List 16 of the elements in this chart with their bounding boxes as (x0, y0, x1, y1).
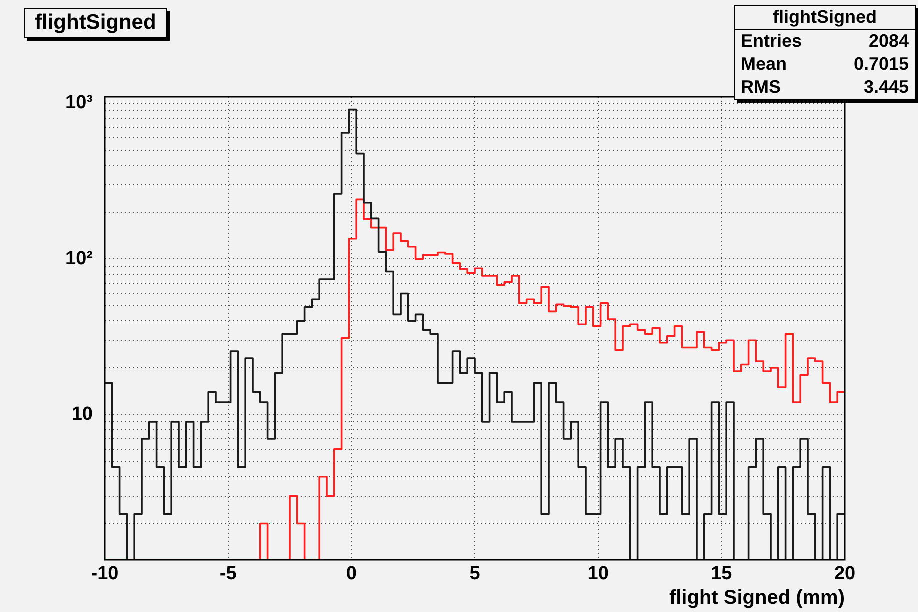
text: Entries 2084 (741, 31, 909, 51)
x-tick-label: 0 (346, 564, 357, 585)
text: flightSigned (735, 6, 915, 30)
x-tick-label: 10 (588, 564, 609, 585)
x-tick-label: 15 (711, 564, 733, 585)
y-tick-label: 10 (72, 404, 93, 426)
text: RMS 3.445 (741, 77, 909, 97)
y-tick-label: 10² (66, 248, 93, 270)
y-tick-label: 10³ (66, 92, 93, 114)
x-tick-label: -5 (220, 564, 238, 585)
chart-title: flightSigned (24, 8, 168, 38)
text: Mean 0.7015 (741, 54, 909, 74)
x-tick-label: 20 (834, 564, 856, 585)
x-tick-label: 5 (470, 564, 481, 585)
x-axis-title: flight Signed (mm) (669, 587, 845, 610)
x-tick-label: -10 (91, 564, 119, 585)
